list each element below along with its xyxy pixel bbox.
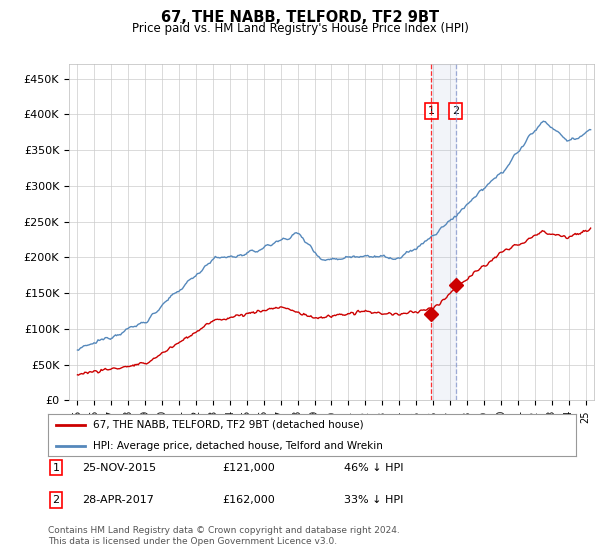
Text: 33% ↓ HPI: 33% ↓ HPI	[344, 495, 403, 505]
Text: 1: 1	[428, 106, 435, 116]
Text: 1: 1	[52, 463, 59, 473]
Text: Contains HM Land Registry data © Crown copyright and database right 2024.
This d: Contains HM Land Registry data © Crown c…	[48, 526, 400, 546]
Text: 25-NOV-2015: 25-NOV-2015	[82, 463, 157, 473]
Bar	[431, 64, 455, 400]
Text: £121,000: £121,000	[222, 463, 275, 473]
Text: 2: 2	[452, 106, 459, 116]
Text: HPI: Average price, detached house, Telford and Wrekin: HPI: Average price, detached house, Telf…	[93, 441, 383, 451]
Text: 28-APR-2017: 28-APR-2017	[82, 495, 154, 505]
Text: 67, THE NABB, TELFORD, TF2 9BT (detached house): 67, THE NABB, TELFORD, TF2 9BT (detached…	[93, 420, 364, 430]
Text: 46% ↓ HPI: 46% ↓ HPI	[344, 463, 403, 473]
Text: 67, THE NABB, TELFORD, TF2 9BT: 67, THE NABB, TELFORD, TF2 9BT	[161, 10, 439, 25]
Text: 2: 2	[52, 495, 59, 505]
Text: £162,000: £162,000	[222, 495, 275, 505]
Text: Price paid vs. HM Land Registry's House Price Index (HPI): Price paid vs. HM Land Registry's House …	[131, 22, 469, 35]
